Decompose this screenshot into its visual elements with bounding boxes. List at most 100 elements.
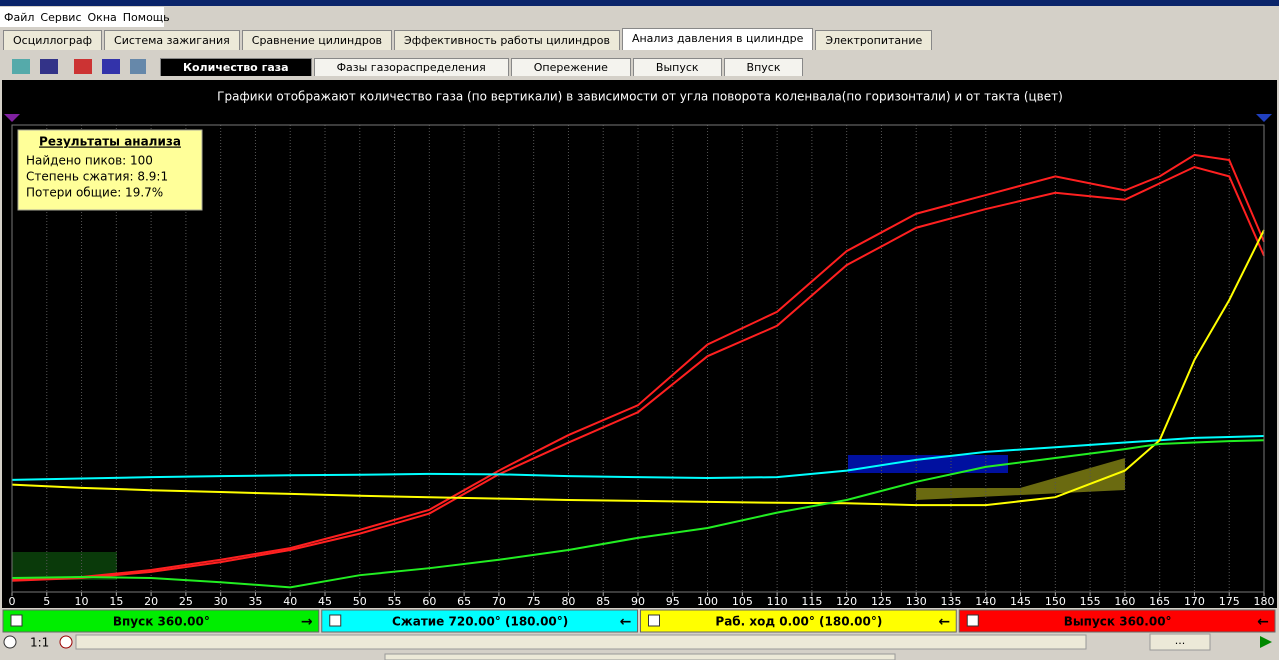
x-tick-label: 30	[214, 595, 228, 608]
chart: Графики отображают количество газа (по в…	[2, 80, 1277, 660]
data-line	[11, 435, 1265, 481]
x-tick-label: 125	[871, 595, 892, 608]
x-tick-label: 145	[1010, 595, 1031, 608]
stroke-label: Выпуск 360.00°	[1064, 615, 1172, 629]
stroke-label: Впуск 360.00°	[113, 615, 210, 629]
checkbox[interactable]	[966, 614, 979, 627]
plot-border	[11, 124, 1265, 593]
chart-bg	[2, 80, 1277, 608]
x-tick-label: 5	[43, 595, 50, 608]
data-line	[11, 229, 1265, 507]
info-line: Потери общие: 19.7%	[26, 186, 163, 200]
x-tick-label: 105	[732, 595, 753, 608]
x-tick-label: 65	[457, 595, 471, 608]
menu-item[interactable]: Сервис	[40, 10, 82, 24]
icon[interactable]	[40, 59, 58, 74]
icon[interactable]	[74, 59, 92, 74]
x-tick-label: 150	[1045, 595, 1066, 608]
x-tick-label: 0	[9, 595, 16, 608]
menu-item[interactable]: Файл	[4, 10, 35, 24]
icon[interactable]	[12, 59, 30, 74]
x-tick-label: 140	[975, 595, 996, 608]
x-tick-label: 160	[1114, 595, 1135, 608]
tab[interactable]: Анализ давления в цилиндре	[621, 28, 814, 50]
stroke-label: Сжатие 720.00° (180.00°)	[392, 615, 568, 629]
stroke-bar	[640, 609, 957, 633]
x-tick-label: 85	[596, 595, 610, 608]
play[interactable]	[1260, 636, 1272, 648]
x-tick-label: 10	[75, 595, 89, 608]
x-tick-label: 75	[527, 595, 541, 608]
zoom-in[interactable]	[59, 635, 73, 649]
x-tick-label: 170	[1184, 595, 1205, 608]
subtab[interactable]: Опережение	[510, 58, 631, 76]
x-tick-label: 155	[1080, 595, 1101, 608]
x-tick-label: 15	[109, 595, 123, 608]
x-tick-label: 135	[941, 595, 962, 608]
checkbox[interactable]	[329, 614, 342, 627]
menu-bar: Файл Сервис Окна Помощь	[0, 7, 170, 27]
nav-label: ...	[1175, 634, 1186, 647]
x-tick-label: 90	[631, 595, 645, 608]
subtab[interactable]: Впуск	[723, 58, 804, 76]
nav-field[interactable]	[1149, 633, 1211, 651]
stroke-bar	[321, 609, 638, 633]
x-tick-label: 115	[801, 595, 822, 608]
icon[interactable]	[130, 59, 146, 74]
info-line: Найдено пиков: 100	[26, 154, 153, 168]
subtab[interactable]: Количество газа	[160, 58, 312, 76]
arrow: ←	[1257, 614, 1269, 630]
x-tick-label: 165	[1149, 595, 1170, 608]
data-line	[11, 165, 1265, 582]
title-bar	[0, 0, 1279, 6]
tab[interactable]: Сравнение цилиндров	[241, 30, 393, 50]
chart-title: Графики отображают количество газа (по в…	[217, 90, 1063, 104]
x-tick-label: 20	[144, 595, 158, 608]
subtab[interactable]: Выпуск	[632, 58, 722, 76]
x-tick-label: 120	[836, 595, 857, 608]
x-tick-label: 80	[561, 595, 575, 608]
x-tick-label: 100	[697, 595, 718, 608]
arrow: ←	[620, 614, 632, 630]
stroke-bar	[958, 609, 1276, 633]
arrow: ←	[938, 614, 950, 630]
info-line: Степень сжатия: 8.9:1	[26, 170, 168, 184]
scrollbar[interactable]	[75, 634, 1087, 650]
x-tick-label: 95	[666, 595, 680, 608]
x-tick-label: 40	[283, 595, 297, 608]
checkbox[interactable]	[10, 614, 23, 627]
info-box	[17, 129, 203, 211]
x-tick-label: 45	[318, 595, 332, 608]
x-tick-label: 35	[248, 595, 262, 608]
icon[interactable]	[102, 59, 120, 74]
tab[interactable]: Система зажигания	[104, 30, 240, 50]
marker	[1256, 114, 1272, 122]
x-tick-label: 55	[388, 595, 402, 608]
marker	[4, 114, 20, 122]
bottom-strip	[384, 653, 896, 660]
tab[interactable]: Осциллограф	[3, 30, 103, 50]
checkbox[interactable]	[648, 614, 660, 627]
x-tick-label: 60	[422, 595, 436, 608]
info-title: Результаты анализа	[39, 135, 181, 149]
data-line	[11, 439, 1265, 589]
data-line	[11, 153, 1265, 581]
x-tick-label: 180	[1254, 595, 1275, 608]
stroke-label: Раб. ход 0.00° (180.00°)	[715, 615, 882, 629]
toolbar-icons	[12, 59, 146, 74]
x-tick-label: 70	[492, 595, 506, 608]
stroke-bar	[2, 609, 320, 633]
tab-row: Осциллограф Система зажигания Сравнение ци…	[3, 28, 934, 50]
tab[interactable]: Электропитание	[815, 30, 933, 50]
phase-region	[848, 455, 1008, 473]
x-tick-label: 175	[1219, 595, 1240, 608]
menu-item[interactable]: Помощь	[122, 10, 170, 24]
tab[interactable]: Эффективность работы цилиндров	[394, 30, 620, 50]
x-tick-label: 25	[179, 595, 193, 608]
zoom-label: 1:1	[30, 636, 49, 650]
zoom-out[interactable]	[3, 635, 17, 649]
toolbar	[8, 56, 148, 76]
subtab[interactable]: Фазы газораспределения	[313, 58, 509, 76]
menu-item[interactable]: Окна	[87, 10, 117, 24]
